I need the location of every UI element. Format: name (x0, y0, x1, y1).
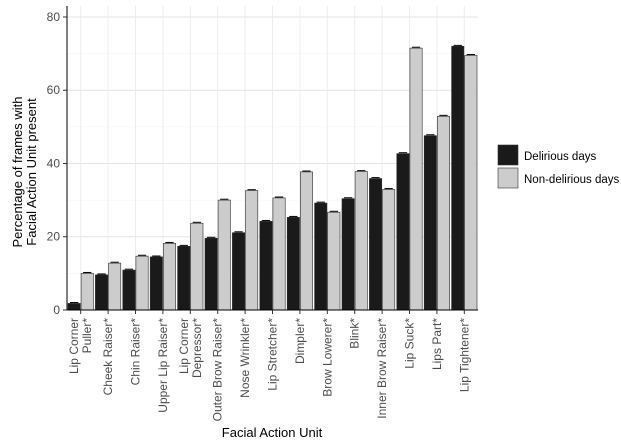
x-tick-label-line: Puller* (80, 318, 94, 354)
x-tick-label: Lip Tightener* (457, 318, 471, 392)
y-tick-label: 20 (47, 230, 61, 244)
y-axis-title-line-2: Facial Action Unit present (24, 98, 39, 246)
bar-non-delirious (272, 197, 286, 311)
bar-non-delirious (135, 255, 149, 311)
x-tick-label: Lip Corner Depressor* (177, 318, 204, 378)
grid-lines (67, 6, 478, 311)
x-tick-label-line: Lip Corner (177, 318, 191, 374)
y-tick-label: 60 (47, 83, 61, 97)
x-tick-label-line: Outer Brow Raiser* (211, 318, 225, 422)
y-tick-labels: 0 20 40 60 80 (47, 10, 61, 317)
bar-delirious (369, 178, 382, 311)
x-tick-label-line: Brow Lowerer* (320, 318, 334, 397)
axes (63, 6, 478, 314)
y-axis-title-line-1: Percentage of frames with (10, 96, 25, 247)
x-axis-title: Facial Action Unit (222, 425, 323, 440)
y-axis-title: Percentage of frames with Facial Action … (10, 96, 39, 247)
x-tick-label-line: Depressor* (190, 318, 204, 378)
legend: Delirious days Non-delirious days (497, 144, 619, 189)
x-tick-label: Lips Part* (430, 318, 444, 370)
bar-non-delirious (80, 273, 94, 311)
x-tick-label: Nose Wrinkler* (238, 318, 252, 398)
x-tick-label: Cheek Raiser* (101, 318, 115, 396)
bar-delirious (122, 269, 136, 311)
legend-swatch-non-delirious (497, 167, 519, 189)
bar-delirious (259, 221, 273, 311)
bar-delirious (423, 135, 437, 311)
x-tick-label: Outer Brow Raiser* (211, 318, 225, 422)
legend-swatch-delirious (497, 144, 519, 166)
x-tick-label-line: Blink* (348, 318, 362, 349)
bar-delirious (314, 202, 328, 311)
bar-delirious (451, 45, 465, 311)
x-tick-label-line: Cheek Raiser* (101, 318, 115, 396)
bar-non-delirious (190, 222, 204, 311)
x-tick-labels: Lip Corner Puller* Cheek Raiser* Chin Raise… (67, 318, 471, 422)
bar-non-delirious (108, 262, 122, 311)
bar-delirious (177, 245, 191, 311)
x-tick-label: Lip Stretcher* (266, 318, 280, 391)
x-tick-label-line: Lip Stretcher* (266, 318, 280, 391)
bar-non-delirious (245, 190, 259, 311)
x-tick-label: Blink* (348, 318, 362, 349)
x-tick-label-line: Chin Raiser* (129, 318, 143, 386)
bar-non-delirious (409, 47, 423, 311)
bar-non-delirious (327, 211, 341, 311)
legend-label-non-delirious: Non-delirious days (524, 174, 619, 186)
bar-delirious (149, 256, 163, 311)
bars (67, 44, 478, 311)
x-tick-label-line: Lip Corner (67, 318, 81, 374)
bar-delirious (286, 217, 300, 311)
x-tick-label-line: Inner Brow Raiser* (375, 318, 389, 419)
legend-label-delirious: Delirious days (524, 151, 596, 163)
bar-delirious (396, 153, 410, 311)
bar-non-delirious (382, 189, 396, 311)
x-tick-label: Chin Raiser* (129, 318, 143, 386)
bar-delirious (67, 303, 81, 311)
x-tick-label: Lip Corner Puller* (67, 318, 94, 374)
x-tick-label-line: Lip Suck* (403, 318, 417, 369)
x-tick-label-line: Dimpler* (293, 318, 307, 364)
x-tick-label: Brow Lowerer* (320, 318, 334, 397)
bar-delirious (341, 198, 355, 311)
x-tick-label: Lip Suck* (403, 318, 417, 369)
x-tick-label-line: Lips Part* (430, 318, 444, 370)
bar-delirious (95, 274, 109, 311)
bar-non-delirious (163, 243, 176, 311)
x-tick-label: Dimpler* (293, 318, 307, 364)
x-tick-label-line: Lip Tightener* (457, 318, 471, 392)
y-tick-label: 80 (47, 10, 61, 24)
x-tick-label: Upper Lip Raiser* (156, 318, 170, 413)
y-tick-label: 40 (47, 156, 61, 170)
bar-non-delirious (436, 115, 450, 311)
x-tick-label-line: Upper Lip Raiser* (156, 318, 170, 413)
bar-non-delirious (354, 171, 368, 311)
bar-non-delirious (299, 171, 313, 311)
bar-non-delirious (217, 199, 231, 311)
bar-delirious (232, 232, 245, 311)
x-tick-label-line: Nose Wrinkler* (238, 318, 252, 398)
y-tick-label: 0 (53, 303, 60, 317)
bar-delirious (204, 237, 218, 311)
x-tick-label: Inner Brow Raiser* (375, 318, 389, 419)
bar-non-delirious (464, 55, 478, 311)
